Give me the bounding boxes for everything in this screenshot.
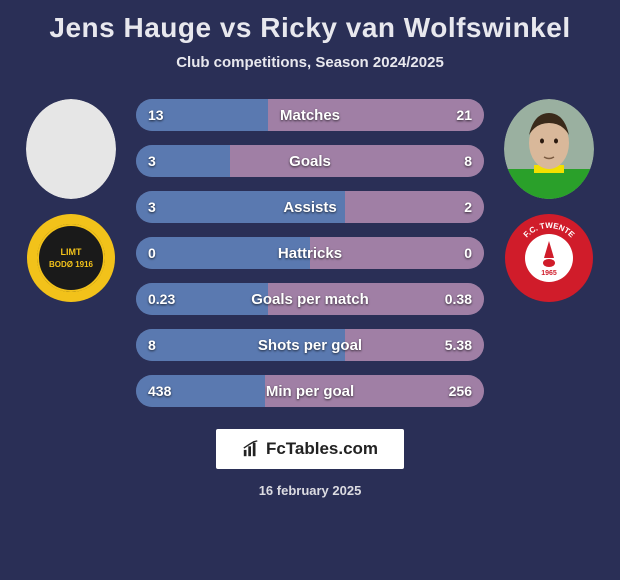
- page-title: Jens Hauge vs Ricky van Wolfswinkel: [12, 8, 608, 44]
- stat-value-left: 13: [148, 107, 208, 123]
- main-content: LIMT BODØ 1916 13Matches213Goals83Assist…: [12, 91, 608, 407]
- stat-value-right: 21: [412, 107, 472, 123]
- left-club-badge: LIMT BODØ 1916: [26, 213, 116, 303]
- stat-value-right: 8: [412, 153, 472, 169]
- svg-text:BODØ 1916: BODØ 1916: [49, 260, 94, 269]
- svg-text:1965: 1965: [541, 270, 557, 277]
- stat-row: 8Shots per goal5.38: [136, 329, 484, 361]
- brand-box: FcTables.com: [216, 429, 404, 469]
- footer: FcTables.com 16 february 2025: [12, 429, 608, 498]
- stat-value-left: 3: [148, 199, 208, 215]
- stat-label: Min per goal: [208, 383, 412, 400]
- stat-value-right: 0.38: [412, 291, 472, 307]
- stat-row: 0.23Goals per match0.38: [136, 283, 484, 315]
- stat-label: Shots per goal: [208, 337, 412, 354]
- stat-value-left: 8: [148, 337, 208, 353]
- svg-text:LIMT: LIMT: [61, 247, 82, 257]
- stat-row: 13Matches21: [136, 99, 484, 131]
- brand-text: FcTables.com: [266, 439, 378, 459]
- stat-row: 0Hattricks0: [136, 237, 484, 269]
- comparison-infographic: Jens Hauge vs Ricky van Wolfswinkel Club…: [0, 0, 620, 580]
- stats-column: 13Matches213Goals83Assists20Hattricks00.…: [136, 91, 484, 407]
- stat-label: Hattricks: [208, 245, 412, 262]
- left-player-avatar: [26, 99, 116, 199]
- stat-label: Assists: [208, 199, 412, 216]
- stat-row: 438Min per goal256: [136, 375, 484, 407]
- stat-value-left: 3: [148, 153, 208, 169]
- stat-value-right: 5.38: [412, 337, 472, 353]
- stat-row: 3Assists2: [136, 191, 484, 223]
- stat-value-right: 2: [412, 199, 472, 215]
- date-footer: 16 february 2025: [12, 483, 608, 498]
- chart-icon: [242, 440, 260, 458]
- stat-value-left: 0: [148, 245, 208, 261]
- stat-value-left: 0.23: [148, 291, 208, 307]
- right-side: 1965 F.C. TWENTE: [494, 91, 604, 303]
- stat-value-right: 0: [412, 245, 472, 261]
- stat-value-left: 438: [148, 383, 208, 399]
- right-club-badge: 1965 F.C. TWENTE: [504, 213, 594, 303]
- stat-label: Goals per match: [208, 291, 412, 308]
- stat-label: Matches: [208, 107, 412, 124]
- subtitle: Club competitions, Season 2024/2025: [12, 54, 608, 71]
- stat-row: 3Goals8: [136, 145, 484, 177]
- right-player-avatar: [504, 99, 594, 199]
- left-side: LIMT BODØ 1916: [16, 91, 126, 303]
- stat-label: Goals: [208, 153, 412, 170]
- stat-value-right: 256: [412, 383, 472, 399]
